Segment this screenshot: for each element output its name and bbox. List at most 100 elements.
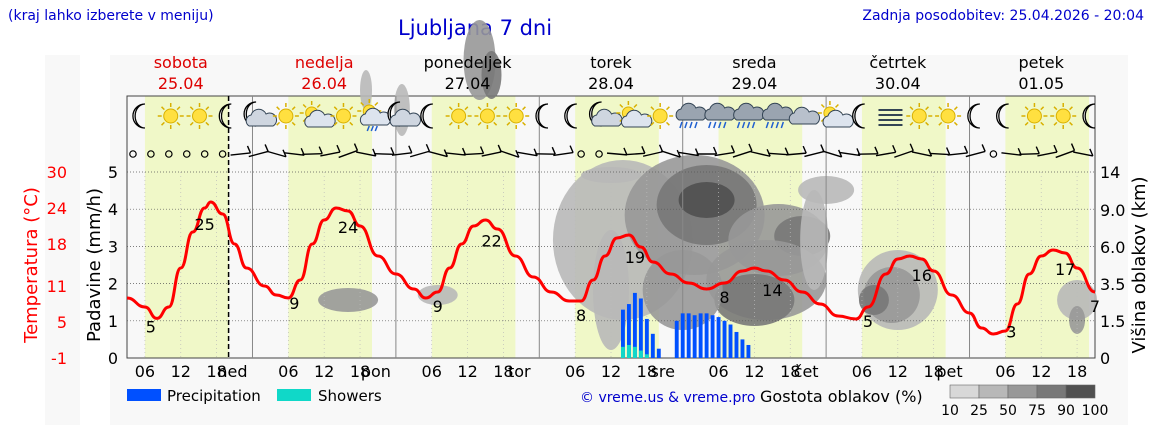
wind-barb [965,150,986,158]
legend-precip-label: Precipitation [167,387,261,405]
wind-barb-feather [802,145,807,154]
temp-tick-label: 18 [47,235,67,254]
precipitation-bar [698,313,703,358]
sun-icon [935,103,962,129]
calm-wind [595,150,603,158]
wind-barb-feather [353,143,359,151]
wind-barb [266,150,287,158]
wind-barb-feather [390,147,395,155]
wind-barb-feather [981,144,986,152]
x-hour-label: 06 [422,362,442,381]
wind-barb-feather [408,145,413,154]
calm-wind [218,150,227,158]
showers-bar [644,354,649,358]
wind-barbs [129,143,1094,159]
day-date: 30.04 [875,74,921,93]
x-hour-label: 12 [888,362,908,381]
cloud-scale-label: 10 [941,403,959,419]
wind-barb [840,151,861,157]
x-hour-label: 06 [708,362,728,381]
day-date: 28.04 [588,74,634,93]
cloud-blob [318,288,379,312]
precip-tick-label: 5 [108,163,118,182]
temp-tick-label: 24 [47,199,67,218]
wind-barb [409,150,430,158]
wind-barb [481,151,502,157]
copyright-link: © vreme.us & vreme.pro [580,390,755,406]
wind-barb [929,152,950,156]
wind-barb [1055,149,1075,159]
x-hour-label: 18 [350,362,370,381]
cloud-blob [481,51,502,99]
cloud-scale-label: 25 [970,403,988,419]
wind-barb [804,150,825,158]
cloud-height-tick-label: 1.5 [1100,312,1125,331]
cloud-scale-label: 75 [1028,403,1046,419]
wind-barb [553,151,574,157]
precipitation-bar [656,348,661,358]
wind-barb [786,152,807,156]
sun-cloud-icon [616,101,653,128]
wind-barb-feather [892,144,897,153]
wind-barb [445,152,466,156]
wind-barb [642,151,663,157]
legend-precip-swatch [127,389,161,401]
temperature-value-label: 3 [1006,323,1016,342]
day-date: 29.04 [732,74,778,93]
wind-barb-feather [820,144,825,152]
x-hour-label: 12 [457,362,477,381]
wind-barb [714,151,735,157]
fog-icon [878,109,903,126]
temp-tick-label: -1 [51,349,67,368]
wind-barb-feather [712,146,718,155]
x-hour-label: 06 [135,362,155,381]
wind-barb-feather [945,147,951,155]
wind-barb-feather [1053,144,1058,153]
cloud-blob [417,285,458,305]
daylight-band [144,96,229,358]
precipitation-bar [716,317,721,358]
day-name: sreda [732,53,776,72]
wind-barb-feather [909,143,914,152]
sun-icon [186,103,213,129]
precip-tick-label: 2 [108,275,118,294]
precipitation-bar [734,331,739,358]
calm-wind [200,150,209,158]
moon-cloud-icon [387,101,421,127]
wind-barb-feather [963,145,969,154]
precipitation-bar [728,324,733,358]
sun-icon [1021,103,1048,129]
showers-bar [638,350,643,358]
wind-barb [911,151,932,157]
day-date: 01.05 [1018,74,1064,93]
sun-cloud-icon [817,101,854,128]
wind-barb [624,152,645,156]
calm-wind [182,150,191,158]
wind-barb-feather [730,145,736,153]
precipitation-bar [621,309,625,358]
wind-barb-feather [1070,143,1076,151]
cloud-height-tick-label: 6.0 [1100,238,1125,257]
x-hour-label: 12 [1031,362,1051,381]
temp-tick-label: 11 [47,277,67,296]
temp-axis-title: Temperatura (°C) [21,187,42,344]
sun-icon [445,103,472,129]
precip-axis-title: Padavine (mm/h) [84,188,105,342]
day-name: ponedeljek [424,53,513,72]
moon-icon [564,103,577,129]
cloud-height-tick-label: 3.5 [1100,275,1125,294]
x-hour-label: 18 [1067,362,1087,381]
sun-icon [157,103,184,129]
x-day-abbrev: pon [361,362,391,381]
precip-tick-label: 4 [108,200,118,219]
showers-bar [626,344,631,358]
wind-barb [356,151,376,157]
precip-tick-label: 1 [108,312,118,331]
wind-barb [248,150,269,158]
wind-barb-feather [927,148,933,157]
temperature-value-label: 22 [481,232,501,251]
wind-barb [338,149,358,159]
wind-barb [373,152,394,156]
precipitation-bar [722,320,727,358]
